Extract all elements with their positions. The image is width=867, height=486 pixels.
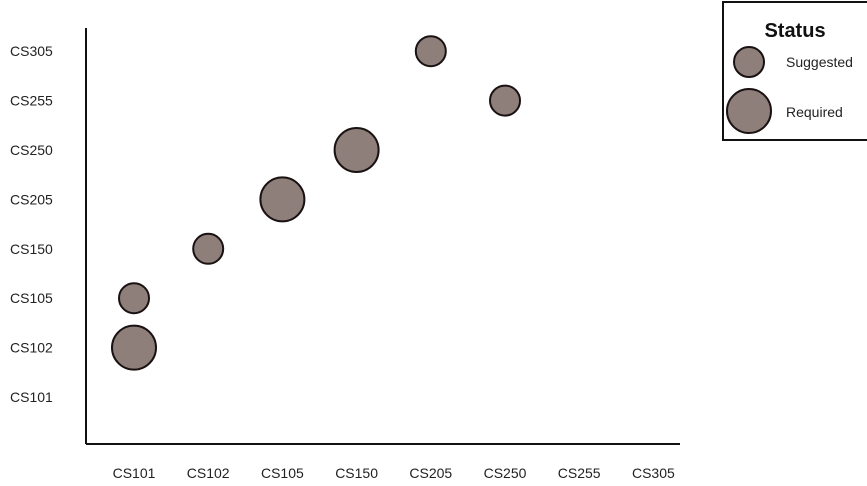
data-point-cs205-cs305 [414,35,447,68]
y-tick-label-cs205: CS205 [10,191,53,207]
legend: Status Suggested Required [722,1,867,141]
axes [85,28,680,445]
y-tick-labels: CS101 CS102 CS105 CS150 CS205 CS250 CS255 CS305 [10,43,53,405]
data-points [111,35,521,371]
x-tick-label-cs150: CS150 [335,465,378,481]
data-point-cs101-cs105 [118,282,150,315]
legend-marker-suggested [733,46,765,78]
y-tick-label-cs101: CS101 [10,389,53,405]
legend-label-suggested: Suggested [786,54,853,70]
legend-label-required: Required [786,104,843,120]
y-tick-label-cs255: CS255 [10,93,53,109]
x-tick-label-cs250: CS250 [484,465,527,481]
x-tick-label-cs205: CS205 [409,465,452,481]
x-tick-label-cs305: CS305 [632,465,675,481]
x-tick-label-cs101: CS101 [113,465,156,481]
y-tick-label-cs305: CS305 [10,43,53,59]
legend-title: Status [764,20,825,42]
data-point-cs101-cs102 [111,324,157,371]
data-point-cs250-cs255 [489,84,521,117]
data-point-cs102-cs150 [192,232,225,265]
y-tick-label-cs105: CS105 [10,290,53,306]
y-tick-label-cs250: CS250 [10,142,53,158]
y-tick-label-cs150: CS150 [10,241,53,257]
legend-marker-required [726,88,772,134]
data-point-cs150-cs250 [333,127,380,173]
x-tick-label-cs105: CS105 [261,465,304,481]
x-tick-labels: CS101 CS102 CS105 CS150 CS205 CS250 CS255 CS305 [113,465,675,481]
y-tick-label-cs102: CS102 [10,340,53,356]
x-tick-label-cs255: CS255 [558,465,601,481]
x-tick-label-cs102: CS102 [187,465,230,481]
data-point-cs105-cs205 [259,176,306,223]
